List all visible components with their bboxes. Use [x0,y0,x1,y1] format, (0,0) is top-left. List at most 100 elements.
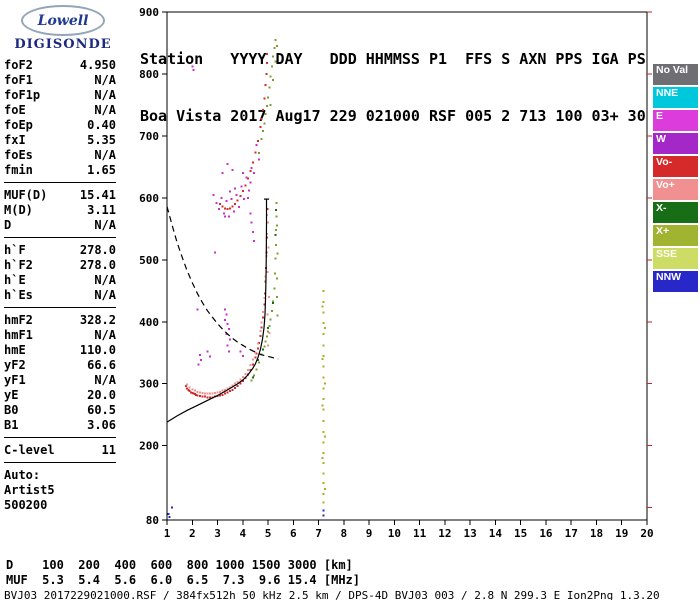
parameter-value: 66.6 [87,358,116,372]
parameter-value: 278.0 [79,243,116,257]
legend-item-noval: No Val [653,64,698,85]
parameter-row: foF1p N/A [4,88,116,103]
svg-text:6: 6 [290,527,297,540]
status-bar: BVJ03_2017229021000.RSF / 384fx512h 50 k… [4,589,660,600]
muf-row: MUF 5.3 5.4 5.6 6.0 6.5 7.3 9.6 15.4 [MH… [6,573,361,587]
parameter-label: foE [4,103,26,117]
line-true-height-profile [166,199,268,423]
svg-text:5: 5 [265,527,272,540]
svg-text:3: 3 [214,527,221,540]
parameter-value: 4.950 [79,58,116,72]
series-interference-7.2mhz [321,289,326,504]
parameter-value: 60.5 [87,403,116,417]
parameter-row: h`Es N/A [4,288,116,303]
parameter-row: 500200 [4,498,116,513]
distance-row: D 100 200 400 600 800 1000 1500 3000 [km… [6,558,353,572]
series-x-mode-dark-green [251,209,278,379]
series-scatter-misc-blue [167,506,325,518]
legend-item-w: W [653,133,698,154]
svg-text:14: 14 [489,527,503,540]
svg-text:15: 15 [514,527,527,540]
parameter-label: foEp [4,118,33,132]
parameter-group: Auto: Artist5 500200 [4,468,116,517]
svg-text:8: 8 [341,527,348,540]
parameter-label: h`E [4,273,26,287]
parameter-value: 3.06 [87,418,116,432]
parameter-label: C-level [4,443,55,457]
parameter-label: foF1p [4,88,41,102]
parameter-panel: foF2 4.950 foF1 N/A foF1p N/A foE N/A foEp 0.40 fx… [4,58,116,522]
svg-text:1: 1 [164,527,171,540]
parameter-value: N/A [94,88,116,102]
parameter-value: N/A [94,218,116,232]
svg-text:18: 18 [590,527,603,540]
parameter-row: foF1 N/A [4,73,116,88]
parameter-value: 20.0 [87,388,116,402]
header-labels-line: Station YYYY DAY DDD HHMMSS P1 FFS S AXN… [140,50,646,68]
plot-frame [166,11,648,521]
series-f2-extraordinary-trace [250,201,279,382]
svg-text:2: 2 [189,527,196,540]
parameter-label: B1 [4,418,19,432]
parameter-label: foF2 [4,58,33,72]
svg-text:9: 9 [366,527,373,540]
series-f2-ordinary-trace-pink [186,214,271,395]
parameter-value: 1.65 [87,163,116,177]
parameter-row: h`F2 278.0 [4,258,116,273]
parameter-row: D N/A [4,218,116,233]
svg-text:500: 500 [139,254,159,267]
parameter-label: h`F2 [4,258,33,272]
parameter-value: 328.2 [79,313,116,327]
lowell-digisonde-logo: Lowell DIGISONDE [10,5,116,52]
parameter-row: h`F 278.0 [4,243,116,258]
svg-text:16: 16 [539,527,553,540]
svg-text:300: 300 [139,378,159,391]
parameter-label: hmF1 [4,328,33,342]
parameter-label: h`F [4,243,26,257]
parameter-label: yE [4,388,19,402]
parameter-row: foF2 4.950 [4,58,116,73]
parameter-row: Auto: [4,468,116,483]
digisonde-logo-text: DIGISONDE [14,37,112,52]
legend-item-e: E [653,110,698,131]
legend-item-sse: SSE [653,248,698,269]
station-header: Station YYYY DAY DDD HHMMSS P1 FFS S AXN… [140,12,646,164]
parameter-row: M(D) 3.11 [4,203,116,218]
lowell-logo-oval: Lowell [21,5,105,36]
parameter-group: h`F 278.0 h`F2 278.0 h`E N/A h`Es N/A [4,243,116,308]
ionogram-plot: 1 2 3 4 5 6 7 8 9 10 11 12 13 14 15 16 17 18 19 20900800700… [139,6,654,540]
parameter-group: foF2 4.950 foF1 N/A foF1p N/A foE N/A foEp 0.40 fx… [4,58,116,183]
lowell-brand-text: Lowell [37,12,89,29]
parameter-label: MUF(D) [4,188,48,202]
parameter-row: yE 20.0 [4,388,116,403]
parameter-value: 278.0 [79,258,116,272]
parameter-group: C-level 11 [4,443,116,463]
parameter-row: foE N/A [4,103,116,118]
parameter-label: B0 [4,403,19,417]
parameter-label: Artist5 [4,483,55,497]
line-muf-transmission-curve [166,206,279,360]
y-axis: 900 800 700 600 500 400 300 200 80 [139,6,167,527]
parameter-label: M(D) [4,203,33,217]
legend-item-nnw: NNW [653,271,698,292]
legend-item-vo: Vo+ [653,179,698,200]
parameter-row: hmF2 328.2 [4,313,116,328]
svg-text:7: 7 [315,527,322,540]
svg-text:19: 19 [615,527,628,540]
parameter-value: N/A [94,288,116,302]
svg-text:13: 13 [464,527,477,540]
series-second-hop-extraordinary [258,38,278,155]
svg-text:800: 800 [139,68,159,81]
svg-text:900: 900 [139,6,159,19]
svg-text:10: 10 [388,527,401,540]
parameter-value: 0.40 [87,118,116,132]
parameter-value: N/A [94,148,116,162]
parameter-row: hmF1 N/A [4,328,116,343]
parameter-label: Auto: [4,468,41,482]
parameter-label: fmin [4,163,33,177]
parameter-row: foEp 0.40 [4,118,116,133]
parameter-label: hmF2 [4,313,33,327]
legend-item-x: X- [653,202,698,223]
parameter-value: 5.35 [87,133,116,147]
parameter-value: N/A [94,73,116,87]
